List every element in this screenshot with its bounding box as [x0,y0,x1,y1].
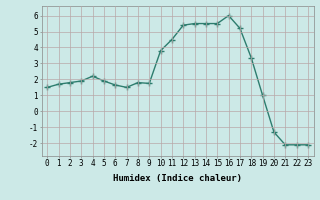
X-axis label: Humidex (Indice chaleur): Humidex (Indice chaleur) [113,174,242,183]
